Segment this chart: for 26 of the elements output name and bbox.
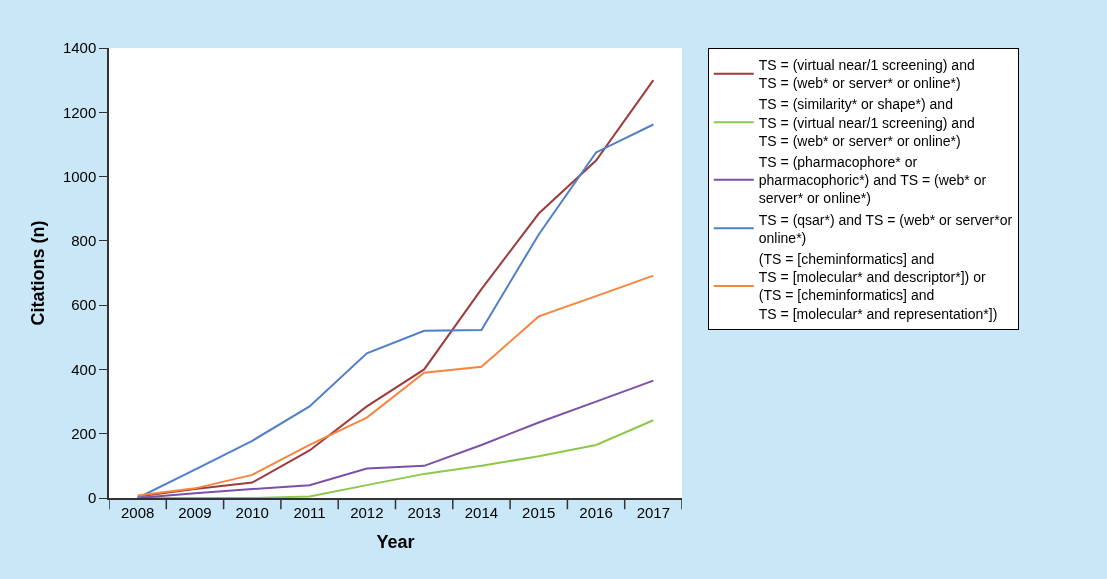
- y-tick-label: 800: [71, 232, 97, 250]
- x-tick-label: 2011: [293, 503, 326, 521]
- x-tick-label: 2015: [522, 503, 556, 521]
- y-tick-label: 1000: [62, 167, 97, 185]
- x-tick-label: 2017: [636, 503, 671, 521]
- legend-label: TS = (virtual near/1 screening) and TS = (web* or server* or online*): [758, 57, 975, 92]
- legend-label: (TS = [cheminformatics] and TS = [molecular* and descriptor*]) or (TS = [cheminformatics] and TS = [molecular* and representation*]): [758, 251, 998, 322]
- y-tick-label: 0: [87, 489, 97, 507]
- y-axis-title: Citations (n): [27, 220, 48, 326]
- x-tick-label: 2014: [464, 503, 499, 521]
- y-tick-label: 1200: [62, 103, 97, 121]
- legend-label: TS = (qsar*) and TS = (web* or server*or online*): [758, 211, 1013, 246]
- y-tick-label: 600: [71, 296, 97, 314]
- y-tick-label: 400: [71, 360, 97, 378]
- x-axis-title: Year: [376, 532, 415, 553]
- y-tick-label: 1400: [62, 39, 97, 57]
- x-tick-label: 2016: [579, 503, 613, 521]
- x-tick-label: 2009: [178, 503, 212, 521]
- line-series: [136, 274, 655, 497]
- y-tick-label: 200: [71, 424, 97, 442]
- legend-label: TS = (similarity* or shape*) and TS = (virtual near/1 screening) and TS = (web* or server* or online*): [758, 96, 975, 149]
- legend-label: TS = (pharmacophore* or pharmacophoric*) and TS = (web* or server* or online*): [758, 154, 987, 207]
- x-tick-label: 2008: [120, 503, 155, 521]
- x-tick-label: 2010: [235, 503, 269, 521]
- x-tick-label: 2012: [350, 503, 384, 521]
- x-tick-label: 2013: [407, 503, 441, 521]
